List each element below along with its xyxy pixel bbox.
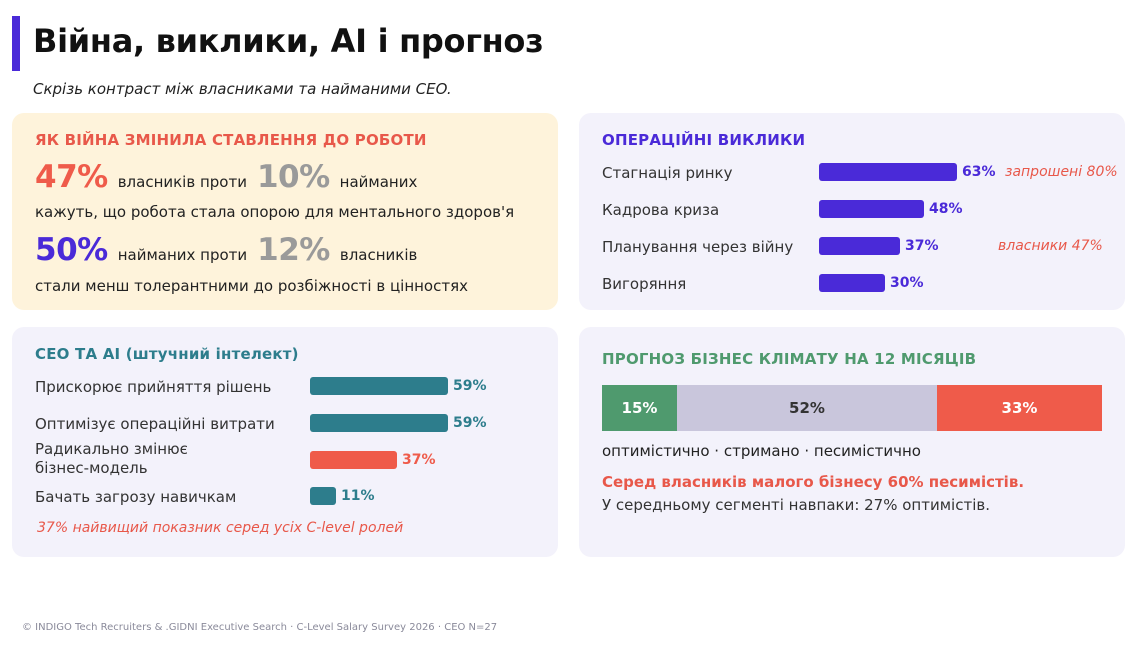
page-subtitle: Скрізь контраст між власниками та найман… <box>33 80 452 98</box>
war-attitude-card: ЯК ВІЙНА ЗМІНИЛА СТАВЛЕННЯ ДО РОБОТИ 47%… <box>12 113 558 310</box>
ops-bar <box>819 163 957 181</box>
ops-bar-note: власники 47% <box>998 238 1103 254</box>
forecast-segment: 15% <box>602 385 677 431</box>
ops-bar-value: 48% <box>929 201 963 217</box>
stat2-pct-owners: 12% <box>257 232 330 268</box>
ops-bar-value: 37% <box>905 238 939 254</box>
ops-bar <box>819 274 885 292</box>
ops-row-label: Планування через війну <box>602 238 794 256</box>
ai-bar-value: 11% <box>341 488 375 504</box>
ai-bar <box>310 487 336 505</box>
ops-row-label: Стагнація ринку <box>602 164 733 182</box>
ops-bar-value: 63% <box>962 164 996 180</box>
operational-challenges-card: ОПЕРАЦІЙНІ ВИКЛИКИ Стагнація ринку 63% зап… <box>579 113 1125 310</box>
page-title: Війна, виклики, AI і прогноз <box>33 22 544 60</box>
ai-row-label: Бачать загрозу навичкам <box>35 488 237 506</box>
ai-bar-value: 59% <box>453 378 487 394</box>
stat1-text-a: власників проти <box>117 173 247 191</box>
footer-credits: © INDIGO Tech Recruiters & .GIDNI Execut… <box>22 622 498 633</box>
ai-bar <box>310 451 397 469</box>
forecast-stacked-bar: 15% 52% 33% <box>602 385 1102 431</box>
ops-row-label: Вигоряння <box>602 275 687 293</box>
forecast-legend: оптимістично · стримано · песимістично <box>602 442 921 460</box>
ai-bar <box>310 414 448 432</box>
ops-bar-note: запрошені 80% <box>1005 164 1118 180</box>
ai-footnote: 37% найвищий показник серед усіх C-level… <box>37 520 404 536</box>
war-note-2: стали менш толерантними до розбіжності в… <box>35 277 468 295</box>
forecast-highlight: Серед власників малого бізнесу 60% песим… <box>602 473 1025 491</box>
ops-card-heading: ОПЕРАЦІЙНІ ВИКЛИКИ <box>602 131 806 149</box>
ops-bar-value: 30% <box>890 275 924 291</box>
stat2-text-b: власників <box>339 246 418 264</box>
ops-bar <box>819 200 924 218</box>
stat1-text-b: найманих <box>339 173 418 191</box>
war-card-heading: ЯК ВІЙНА ЗМІНИЛА СТАВЛЕННЯ ДО РОБОТИ <box>35 131 427 149</box>
business-forecast-card: ПРОГНОЗ БІЗНЕС КЛІМАТУ НА 12 МІСЯЦІВ 15%… <box>579 327 1125 557</box>
stat1-pct-hired: 10% <box>256 159 330 195</box>
ai-bar-value: 37% <box>402 452 436 468</box>
forecast-segment: 52% <box>677 385 937 431</box>
title-accent-bar <box>12 16 20 71</box>
ops-row-label: Кадрова криза <box>602 201 720 219</box>
ai-row-label: Прискорює прийняття рішень <box>35 378 272 396</box>
war-stat-2: 50% найманих проти 12% власників <box>35 232 427 268</box>
ceo-ai-card: CEO ТА AI (штучний інтелект) 37% найвищи… <box>12 327 558 557</box>
ops-bar <box>819 237 900 255</box>
stat2-text-a: найманих проти <box>117 246 248 264</box>
ai-bar <box>310 377 448 395</box>
war-note-1: кажуть, що робота стала опорою для мента… <box>35 203 515 221</box>
stat1-pct-owners: 47% <box>35 159 108 195</box>
ai-card-heading: CEO ТА AI (штучний інтелект) <box>35 345 299 363</box>
stat2-pct-hired: 50% <box>35 232 108 268</box>
war-stat-1: 47% власників проти 10% найманих <box>35 159 427 195</box>
forecast-card-heading: ПРОГНОЗ БІЗНЕС КЛІМАТУ НА 12 МІСЯЦІВ <box>602 350 977 368</box>
forecast-segment: 33% <box>937 385 1102 431</box>
forecast-note: У середньому сегменті навпаки: 27% оптим… <box>602 496 990 514</box>
ai-bar-value: 59% <box>453 415 487 431</box>
ai-row-label: Оптимізує операційні витрати <box>35 415 275 433</box>
ai-row-label: Радикально змінює бізнес-модель <box>35 440 188 477</box>
